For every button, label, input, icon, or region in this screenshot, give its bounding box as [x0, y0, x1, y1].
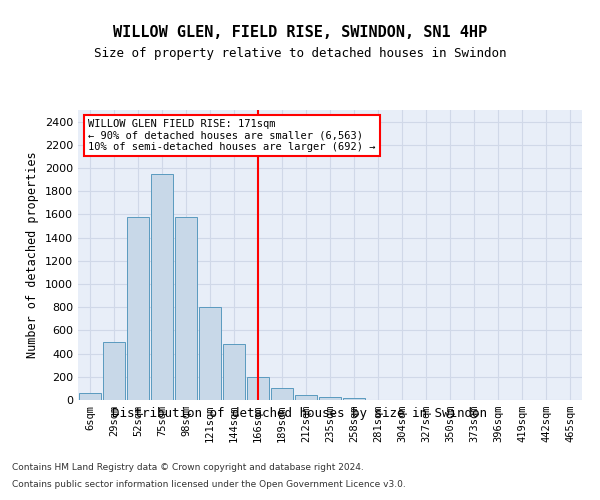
Bar [295, 396, 317, 400]
Bar [319, 396, 341, 400]
Text: WILLOW GLEN, FIELD RISE, SWINDON, SN1 4HP: WILLOW GLEN, FIELD RISE, SWINDON, SN1 4H… [113, 25, 487, 40]
Text: Contains public sector information licensed under the Open Government Licence v3: Contains public sector information licen… [12, 480, 406, 489]
Bar [175, 216, 197, 400]
Bar [103, 342, 125, 400]
Y-axis label: Number of detached properties: Number of detached properties [26, 152, 40, 358]
Bar [271, 388, 293, 400]
Bar [127, 216, 149, 400]
Text: Contains HM Land Registry data © Crown copyright and database right 2024.: Contains HM Land Registry data © Crown c… [12, 462, 364, 471]
Bar [79, 393, 101, 400]
Bar [199, 307, 221, 400]
Bar [343, 398, 365, 400]
Bar [151, 174, 173, 400]
Text: Distribution of detached houses by size in Swindon: Distribution of detached houses by size … [113, 408, 487, 420]
Text: Size of property relative to detached houses in Swindon: Size of property relative to detached ho… [94, 48, 506, 60]
Bar [247, 377, 269, 400]
Bar [223, 344, 245, 400]
Text: WILLOW GLEN FIELD RISE: 171sqm
← 90% of detached houses are smaller (6,563)
10% : WILLOW GLEN FIELD RISE: 171sqm ← 90% of … [88, 118, 376, 152]
